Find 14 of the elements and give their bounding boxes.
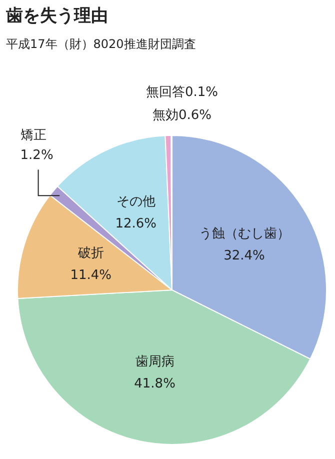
data-label: 1.2%	[20, 148, 54, 164]
slice-label: 矯正	[20, 128, 46, 144]
data-label: 11.4%	[70, 268, 112, 284]
data-label: 12.6%	[115, 216, 157, 232]
data-label: 41.8%	[134, 376, 176, 392]
chart-subtitle: 平成17年（財）8020推進財団調査	[6, 36, 196, 53]
chart-title: 歯を失う理由	[6, 5, 108, 27]
slice-label: 無回答0.1%	[146, 84, 218, 100]
slice-label: う蝕（むし歯）	[198, 226, 290, 242]
slice-label: 歯周病	[135, 354, 174, 370]
slice-label: 破折	[76, 246, 104, 262]
slice-label: その他	[116, 194, 156, 210]
slice-label: 無効0.6%	[152, 108, 212, 123]
data-label: 32.4%	[224, 248, 265, 264]
